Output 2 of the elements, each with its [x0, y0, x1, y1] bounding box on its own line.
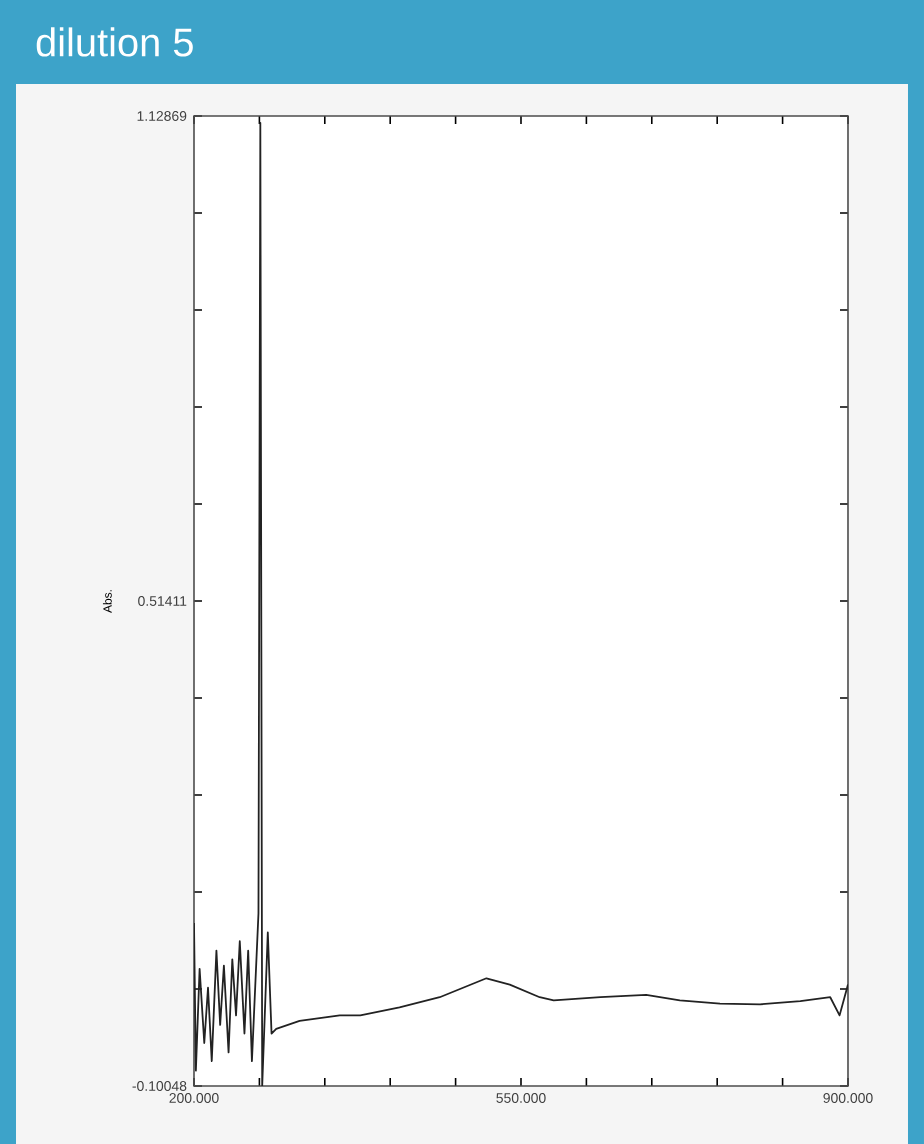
- line-series: [194, 121, 848, 1086]
- chart-title: dilution 5: [36, 27, 193, 57]
